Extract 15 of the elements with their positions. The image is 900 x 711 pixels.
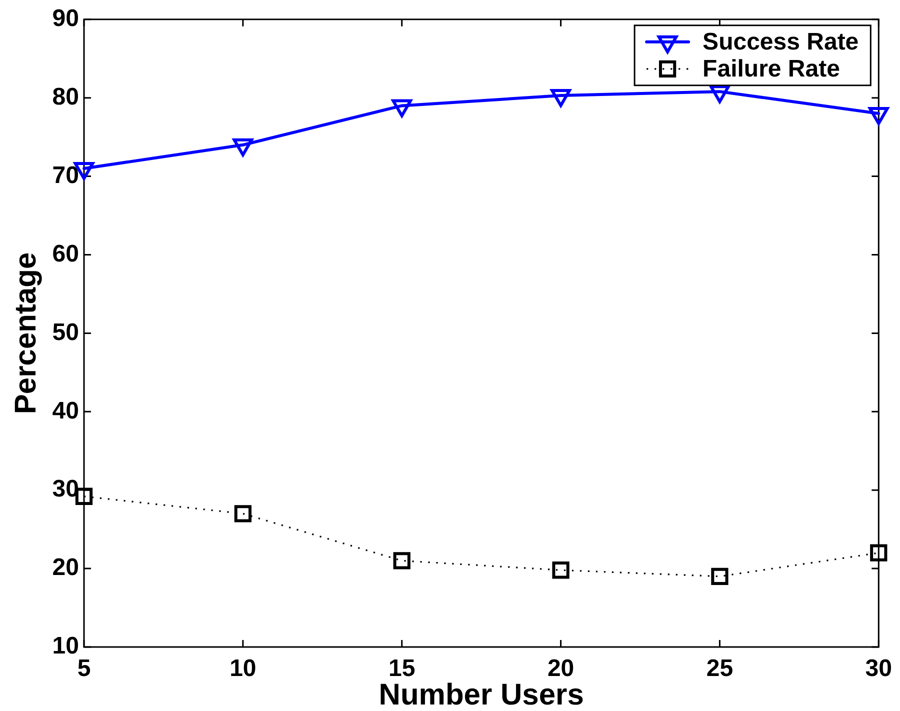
y-tick-label: 50 <box>52 318 79 346</box>
x-tick-label: 25 <box>706 655 734 682</box>
x-tick-label: 5 <box>77 655 91 682</box>
y-tick-label: 10 <box>52 632 79 660</box>
y-tick-label: 60 <box>52 240 79 268</box>
x-tick-label: 10 <box>230 655 256 682</box>
y-tick-label: 70 <box>52 162 79 189</box>
y-axis-title: Percentage <box>9 252 42 414</box>
y-tick-label: 20 <box>52 554 79 582</box>
x-tick-label: 30 <box>865 655 892 682</box>
legend-label: Failure Rate <box>702 56 840 83</box>
y-tick-label: 90 <box>52 5 79 32</box>
legend-label: Success Rate <box>702 28 859 56</box>
y-tick-label: 40 <box>52 397 79 424</box>
y-tick-label: 80 <box>52 83 79 110</box>
